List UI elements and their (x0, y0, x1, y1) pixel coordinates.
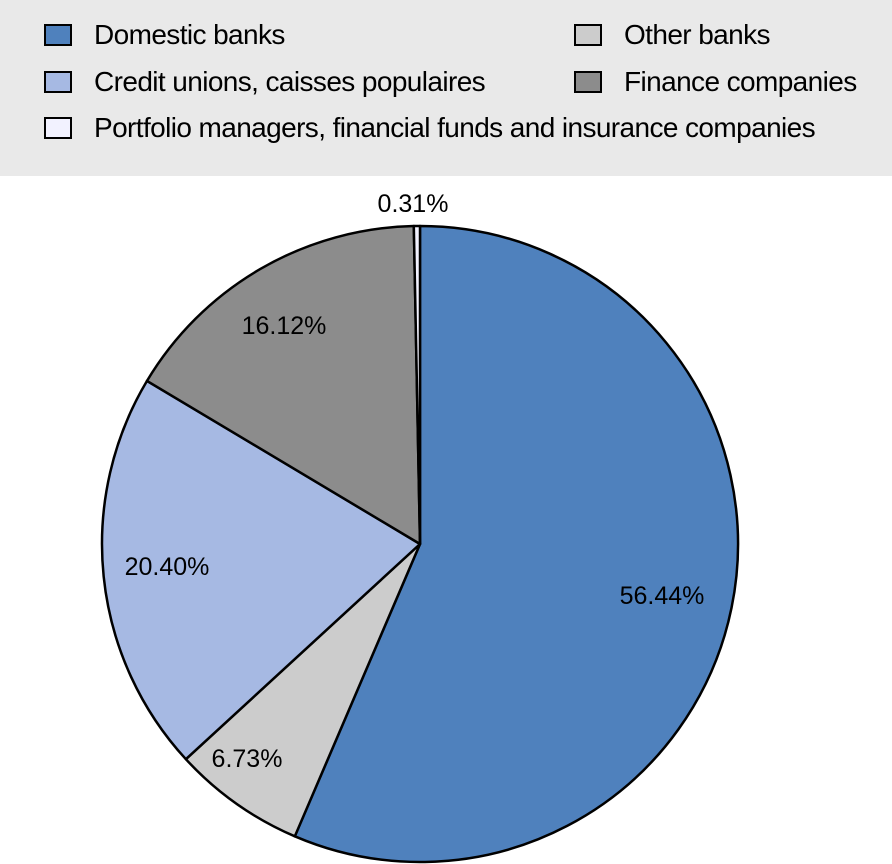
pie-slice-domestic-banks (293, 224, 740, 864)
legend-swatch-portfolio-managers (44, 117, 72, 139)
legend-label-domestic-banks: Domestic banks (94, 19, 285, 50)
slice-label-credit-unions: 20.40% (125, 553, 210, 581)
legend-label-finance-companies: Finance companies (624, 66, 857, 97)
legend-item-credit-unions: Credit unions, caisses populaires (44, 66, 486, 97)
legend-item-other-banks: Other banks (574, 19, 771, 50)
pie-slice-credit-unions-caisses-populaires (100, 379, 422, 761)
pie-slice-other-banks (184, 542, 422, 838)
pie-slice-portfolio-managers-financial-funds-and-insurance-companies (412, 224, 422, 546)
legend-item-domestic-banks: Domestic banks (44, 19, 285, 50)
pie-chart: 56.44% 6.73% 20.40% 16.12% 0.31% (100, 190, 740, 864)
slice-label-finance-companies: 16.12% (242, 312, 327, 340)
legend-swatch-other-banks (574, 24, 602, 46)
legend-swatch-credit-unions (44, 71, 72, 93)
slice-label-other-banks: 6.73% (212, 745, 283, 773)
slice-label-portfolio-managers: 0.31% (378, 190, 449, 218)
chart-legend: Domestic banks Other banks Credit unions… (0, 0, 892, 176)
slice-label-domestic-banks: 56.44% (620, 582, 705, 610)
pie-slice-labels: 56.44% 6.73% 20.40% 16.12% 0.31% (125, 190, 705, 773)
legend-swatch-finance-companies (574, 71, 602, 93)
pie-slices (100, 224, 740, 864)
pie-slice-finance-companies (145, 224, 422, 546)
legend-item-finance-companies: Finance companies (574, 66, 857, 97)
legend-label-other-banks: Other banks (624, 19, 771, 50)
legend-label-portfolio-managers: Portfolio managers, financial funds and … (94, 112, 816, 143)
legend-item-portfolio-managers: Portfolio managers, financial funds and … (44, 112, 816, 143)
legend-label-credit-unions: Credit unions, caisses populaires (94, 66, 486, 97)
legend-swatch-domestic-banks (44, 24, 72, 46)
